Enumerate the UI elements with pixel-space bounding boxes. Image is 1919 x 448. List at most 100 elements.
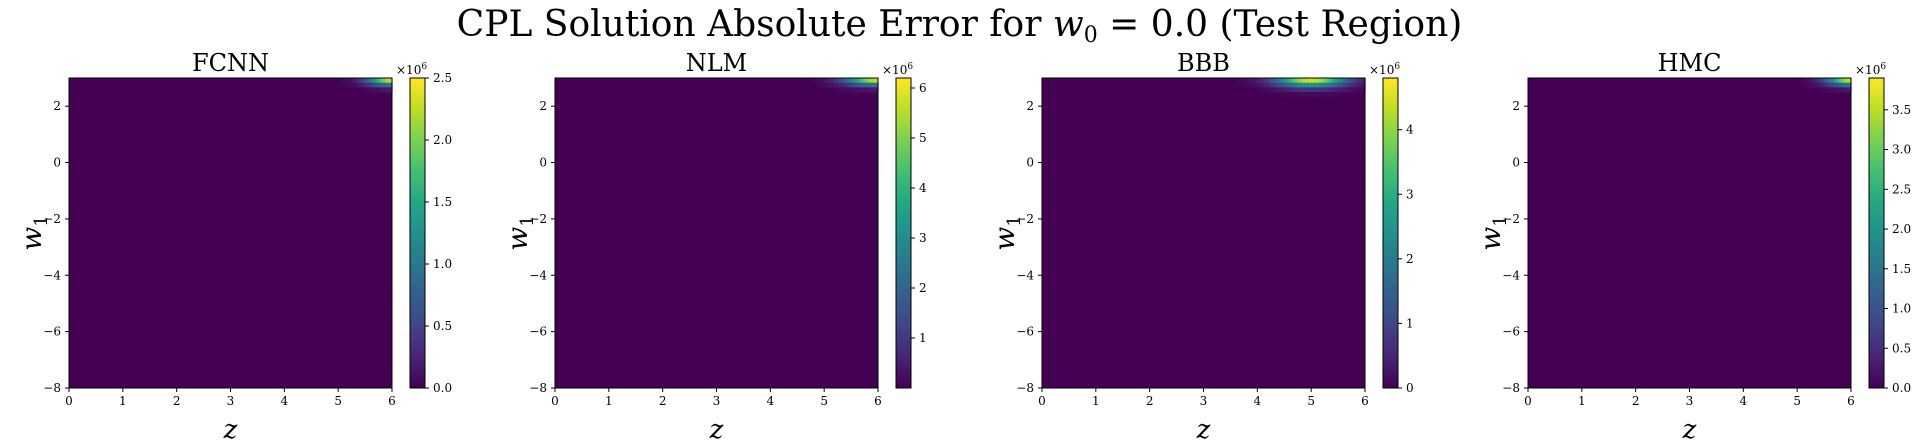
heatmap-cell <box>874 78 879 84</box>
heatmap-cell <box>1250 78 1255 84</box>
heatmap-cell <box>1284 87 1289 93</box>
heatmap-cell <box>1358 82 1363 88</box>
x-tick-label: 4 <box>767 394 775 408</box>
heatmap-cell <box>847 87 852 93</box>
heatmap-cell <box>375 87 380 93</box>
heatmap-cell <box>1344 87 1349 93</box>
heatmap-cell <box>1240 82 1245 88</box>
colorbar-tick-label: 4 <box>919 181 927 195</box>
heatmap-cell <box>1290 82 1295 88</box>
heatmap-cell <box>1334 82 1339 88</box>
heatmap-cell <box>1314 78 1319 84</box>
x-tick-label: 5 <box>820 394 828 408</box>
heatmap-cell <box>861 82 866 88</box>
heatmap-cell <box>861 78 866 84</box>
y-tick-label: −6 <box>1016 325 1034 339</box>
heatmap-cell <box>1847 82 1852 88</box>
heatmap-cell <box>1338 87 1343 93</box>
heatmap-cell <box>844 82 849 88</box>
x-tick-label: 4 <box>1254 394 1262 408</box>
heatmap-background <box>1042 78 1365 388</box>
heatmap-cell <box>358 78 363 84</box>
x-tick-label: 6 <box>388 394 396 408</box>
heatmap-cell <box>1267 82 1272 88</box>
heatmap-cell <box>1817 78 1822 84</box>
colorbar-tick-label: 6 <box>919 81 927 95</box>
heatmap-cell <box>1274 78 1279 84</box>
heatmap-cell <box>1324 78 1329 84</box>
heatmap-cell <box>1820 87 1825 93</box>
heatmap-cell <box>1301 92 1306 98</box>
heatmap-cell <box>1267 87 1272 93</box>
heatmap-cell <box>851 82 856 88</box>
heatmap-cell <box>1294 87 1299 93</box>
heatmap-cell <box>1317 87 1322 93</box>
heatmap-background <box>555 78 878 388</box>
heatmap-cell <box>864 82 869 88</box>
figure-title-math-value: = 0.0 <box>1097 4 1209 45</box>
figure-title-math-var: w <box>1052 4 1084 45</box>
heatmap-cell <box>854 82 859 88</box>
heatmap-cell <box>388 87 393 93</box>
x-tick-label: 2 <box>1146 394 1154 408</box>
heatmap-cell <box>371 78 376 84</box>
heatmap-cell <box>1240 78 1245 84</box>
heatmap-cell <box>1247 82 1252 88</box>
heatmap-cell <box>827 78 832 84</box>
heatmap-cell <box>1294 82 1299 88</box>
heatmap-cell <box>1270 87 1275 93</box>
heatmap-cell <box>1253 82 1258 88</box>
heatmap-cell <box>830 78 835 84</box>
heatmap-cell <box>1257 87 1262 93</box>
heatmap-cell <box>1820 78 1825 84</box>
colorbar <box>895 77 912 389</box>
heatmap-cell <box>1827 87 1832 93</box>
heatmap-cell <box>385 78 390 84</box>
heatmap-cell <box>1317 78 1322 84</box>
colorbar-tick-label: 1.5 <box>433 195 452 209</box>
heatmap-cell <box>1348 82 1353 88</box>
colorbar-tick-label: 2 <box>1406 252 1414 266</box>
heatmap-cell <box>834 82 839 88</box>
x-tick-label: 0 <box>1038 394 1046 408</box>
heatmap-cell <box>1338 78 1343 84</box>
heatmap-cell <box>1321 87 1326 93</box>
figure-title-text: CPL Solution Absolute Error for <box>456 4 1042 45</box>
heatmap-cell <box>1847 78 1852 84</box>
heatmap-cell <box>1264 82 1269 88</box>
heatmap-cell <box>1304 78 1309 84</box>
heatmap-cell <box>854 78 859 84</box>
heatmap-cell <box>1361 87 1366 93</box>
heatmap-cell <box>1817 82 1822 88</box>
heatmap-cell <box>385 82 390 88</box>
y-axis-label: w1 <box>15 215 52 250</box>
colorbar-tick-label: 2.5 <box>1892 182 1911 196</box>
heatmap-cell <box>1290 87 1295 93</box>
x-axis-label: z <box>1196 415 1211 445</box>
heatmap-cell <box>817 78 822 84</box>
y-tick-label: −6 <box>529 325 547 339</box>
heatmap-cell <box>844 78 849 84</box>
heatmap-cell <box>1280 87 1285 93</box>
colorbar <box>1868 77 1885 389</box>
heatmap-cell <box>354 78 359 84</box>
y-tick-label: 2 <box>539 99 547 113</box>
heatmap-cell <box>378 82 383 88</box>
figure-title: CPL Solution Absolute Error for w0 = 0.0… <box>0 2 1919 59</box>
heatmap-cell <box>1844 87 1849 93</box>
heatmap-cell <box>1324 82 1329 88</box>
y-tick-label: −2 <box>1016 212 1034 226</box>
heatmap-cell <box>1844 82 1849 88</box>
heatmap-cell <box>1830 78 1835 84</box>
colorbar <box>409 77 426 389</box>
heatmap-cell <box>824 82 829 88</box>
heatmap-cell <box>1327 92 1332 98</box>
heatmap-cell <box>1810 78 1815 84</box>
colorbar-tick-label: 2 <box>919 281 927 295</box>
heatmap-cell <box>1253 87 1258 93</box>
heatmap-cell <box>1311 92 1316 98</box>
heatmap-cell <box>1274 82 1279 88</box>
x-tick-label: 1 <box>1092 394 1100 408</box>
heatmap-cell <box>351 78 356 84</box>
